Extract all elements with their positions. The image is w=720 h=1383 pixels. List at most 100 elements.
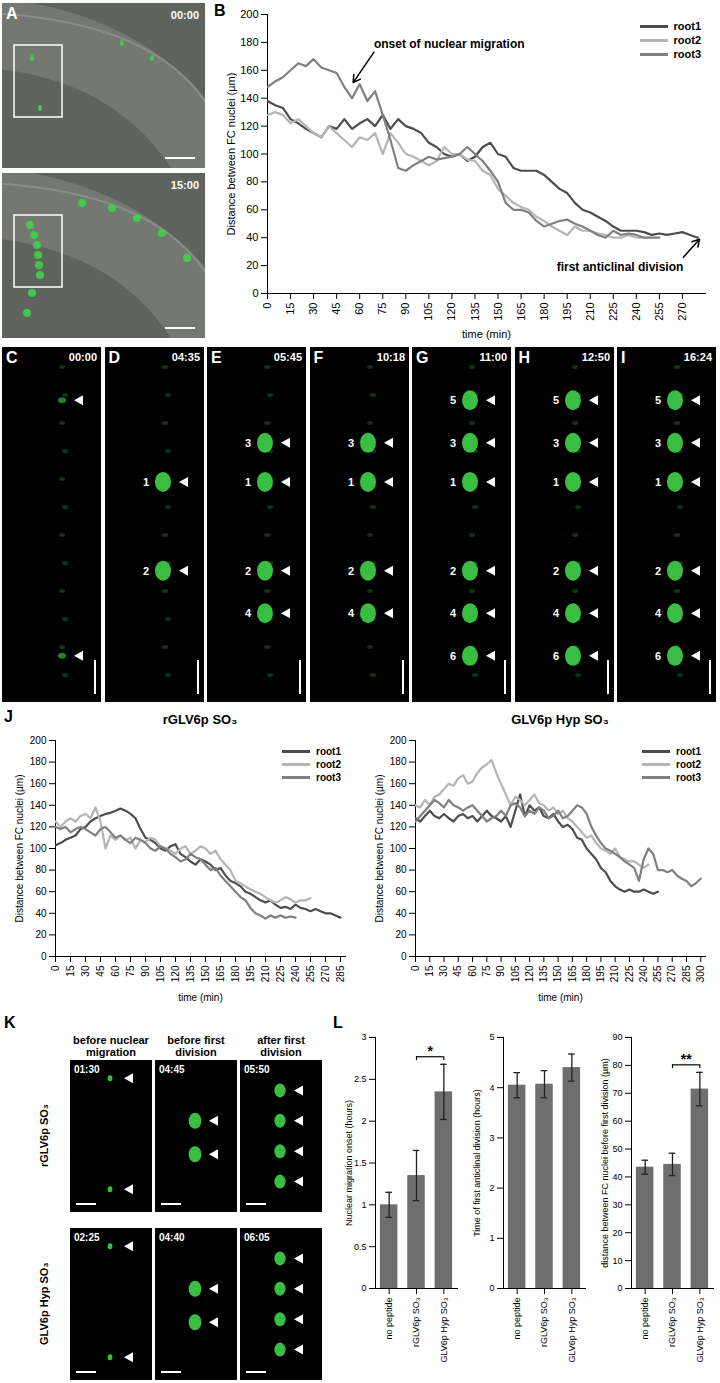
svg-text:Time of first anticlinal divis: Time of first anticlinal division (hours… (472, 1089, 482, 1237)
svg-text:0: 0 (252, 287, 258, 299)
svg-text:4: 4 (553, 607, 560, 619)
svg-text:5: 5 (655, 394, 661, 406)
svg-text:210: 210 (584, 303, 596, 321)
svg-text:90: 90 (612, 1032, 622, 1042)
svg-text:75: 75 (125, 965, 136, 977)
svg-text:1: 1 (450, 476, 456, 488)
svg-text:2: 2 (245, 565, 251, 577)
svg-text:onset of nuclear migration: onset of nuclear migration (374, 37, 525, 51)
svg-text:1: 1 (553, 476, 559, 488)
svg-text:0: 0 (617, 1283, 622, 1293)
svg-text:1: 1 (143, 476, 149, 488)
svg-text:140: 140 (390, 800, 407, 811)
svg-text:255: 255 (305, 965, 316, 982)
svg-text:5: 5 (553, 394, 559, 406)
svg-text:75: 75 (481, 965, 492, 977)
svg-text:200: 200 (30, 735, 47, 746)
svg-text:60: 60 (395, 886, 407, 897)
svg-text:6: 6 (553, 650, 559, 662)
svg-text:GLV6p Hyp SO₃: GLV6p Hyp SO₃ (567, 1297, 577, 1362)
svg-text:105: 105 (422, 303, 434, 321)
svg-text:0: 0 (361, 1283, 366, 1293)
svg-text:180: 180 (581, 965, 592, 982)
svg-text:first anticlinal division: first anticlinal division (557, 260, 684, 274)
svg-text:3: 3 (553, 437, 559, 449)
svg-text:2: 2 (143, 565, 149, 577)
svg-text:255: 255 (653, 303, 665, 321)
svg-text:180: 180 (230, 965, 241, 982)
svg-text:80: 80 (246, 175, 258, 187)
svg-text:2: 2 (348, 565, 354, 577)
svg-text:135: 135 (185, 965, 196, 982)
svg-text:150: 150 (200, 965, 211, 982)
svg-text:15: 15 (424, 965, 435, 977)
svg-text:75: 75 (376, 303, 388, 315)
svg-text:15: 15 (284, 303, 296, 315)
svg-text:4: 4 (348, 607, 355, 619)
svg-text:rGLV6p SO₃: rGLV6p SO₃ (411, 1297, 421, 1347)
svg-text:2: 2 (489, 1183, 494, 1193)
svg-text:00:00: 00:00 (171, 9, 199, 21)
svg-text:time (min): time (min) (462, 328, 511, 340)
svg-text:GLV6p Hyp SO₃: GLV6p Hyp SO₃ (695, 1297, 705, 1362)
svg-text:Distance between FC nuclei (µm: Distance between FC nuclei (µm) (374, 774, 385, 922)
svg-text:45: 45 (95, 965, 106, 977)
svg-text:6: 6 (655, 650, 661, 662)
svg-text:40: 40 (395, 908, 407, 919)
svg-text:120: 120 (30, 821, 47, 832)
svg-text:120: 120 (524, 965, 535, 982)
svg-text:04:40: 04:40 (159, 1232, 185, 1243)
svg-text:255: 255 (652, 965, 663, 982)
svg-text:40: 40 (612, 1172, 622, 1182)
svg-text:11:00: 11:00 (479, 351, 507, 363)
svg-text:no peptide: no peptide (512, 1298, 522, 1340)
svg-text:105: 105 (510, 965, 521, 982)
svg-text:165: 165 (215, 965, 226, 982)
svg-text:90: 90 (399, 303, 411, 315)
svg-text:30: 30 (307, 303, 319, 315)
svg-text:2: 2 (361, 1116, 366, 1126)
svg-text:270: 270 (320, 965, 331, 982)
svg-text:2: 2 (553, 565, 559, 577)
svg-text:time (min): time (min) (178, 992, 222, 1003)
svg-text:06:05: 06:05 (244, 1232, 270, 1243)
svg-text:120: 120 (240, 120, 258, 132)
svg-text:135: 135 (538, 965, 549, 982)
svg-text:120: 120 (170, 965, 181, 982)
svg-text:160: 160 (240, 64, 258, 76)
svg-text:100: 100 (390, 843, 407, 854)
svg-text:4: 4 (655, 607, 662, 619)
svg-text:3: 3 (450, 437, 456, 449)
svg-text:0: 0 (261, 303, 273, 309)
svg-text:10: 10 (612, 1255, 622, 1265)
svg-text:4: 4 (450, 607, 457, 619)
svg-text:60: 60 (467, 965, 478, 977)
svg-text:0: 0 (410, 965, 421, 971)
svg-text:270: 270 (676, 303, 688, 321)
svg-text:GLV6p Hyp SO₃: GLV6p Hyp SO₃ (439, 1297, 449, 1362)
svg-text:80: 80 (612, 1060, 622, 1070)
svg-text:1: 1 (655, 476, 661, 488)
svg-text:80: 80 (35, 864, 47, 875)
svg-text:30: 30 (80, 965, 91, 977)
svg-text:0.5: 0.5 (354, 1242, 367, 1252)
svg-text:225: 225 (275, 965, 286, 982)
svg-text:**: ** (681, 1051, 692, 1067)
svg-text:225: 225 (607, 303, 619, 321)
svg-text:20: 20 (395, 929, 407, 940)
svg-text:90: 90 (140, 965, 151, 977)
svg-text:45: 45 (452, 965, 463, 977)
svg-text:1: 1 (489, 1233, 494, 1243)
svg-text:no peptide: no peptide (640, 1298, 650, 1340)
svg-text:no peptide: no peptide (384, 1298, 394, 1340)
svg-text:20: 20 (612, 1228, 622, 1238)
svg-text:20: 20 (35, 929, 47, 940)
svg-text:Distance between FC nuclei (µm: Distance between FC nuclei (µm) (14, 774, 25, 922)
svg-text:3: 3 (655, 437, 661, 449)
svg-text:rGLV6p SO₃: rGLV6p SO₃ (539, 1297, 549, 1347)
svg-text:5: 5 (489, 1032, 494, 1042)
svg-text:50: 50 (612, 1144, 622, 1154)
svg-text:distance between FC nuclei bef: distance between FC nuclei before first … (600, 1058, 610, 1267)
svg-text:160: 160 (390, 778, 407, 789)
svg-text:285: 285 (335, 965, 346, 982)
